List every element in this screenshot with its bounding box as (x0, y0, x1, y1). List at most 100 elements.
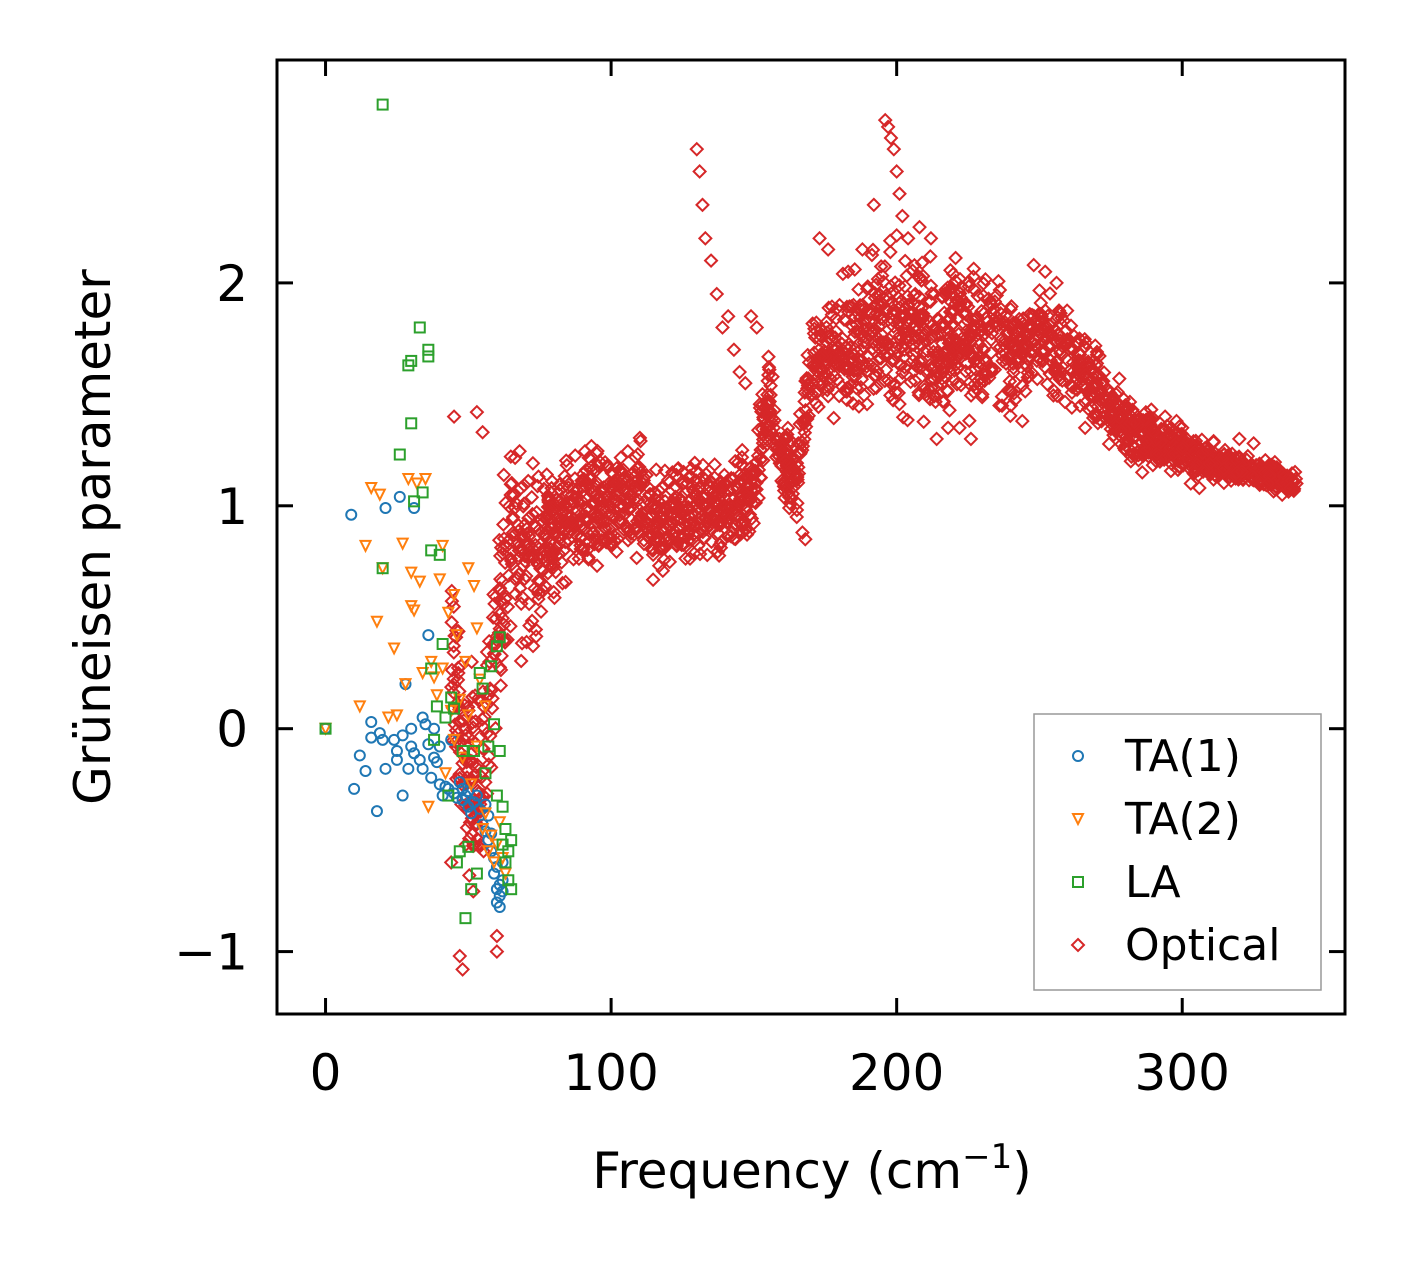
data-point (900, 412, 915, 428)
data-point (379, 502, 392, 515)
data-point (645, 542, 661, 558)
data-point (436, 662, 450, 676)
data-point (455, 962, 471, 977)
data-point (1054, 310, 1069, 326)
data-point (561, 532, 577, 548)
data-point (557, 468, 573, 484)
data-point (416, 711, 429, 724)
data-point (1018, 337, 1034, 353)
data-point (709, 286, 725, 302)
data-point (883, 278, 899, 294)
data-point (633, 433, 648, 449)
data-point (711, 482, 727, 497)
data-point (797, 531, 813, 547)
data-point (941, 312, 957, 327)
data-point (1072, 367, 1088, 383)
data-point (868, 380, 884, 396)
data-point (838, 339, 854, 354)
data-point (453, 693, 467, 707)
data-point (859, 396, 875, 412)
data-point (481, 845, 495, 859)
data-point (1071, 353, 1087, 369)
data-point (512, 580, 528, 596)
data-point (496, 467, 512, 483)
y-tick-label: 2 (216, 255, 248, 313)
data-point (680, 499, 696, 515)
data-point (636, 473, 652, 488)
data-point (536, 481, 552, 497)
data-point (1146, 424, 1162, 440)
data-point (929, 431, 945, 447)
data-point (699, 547, 715, 563)
data-point (674, 489, 690, 505)
data-point (587, 495, 603, 511)
data-point (952, 420, 967, 436)
data-point (800, 378, 816, 393)
data-point (795, 525, 810, 540)
data-point (376, 98, 389, 111)
data-point (624, 487, 640, 503)
data-point (654, 480, 670, 496)
data-point (418, 473, 433, 487)
data-point (688, 464, 704, 479)
data-point (566, 481, 581, 497)
data-point (902, 306, 918, 322)
data-point (408, 495, 421, 508)
x-tick-label: 200 (849, 1044, 944, 1102)
data-point (1156, 421, 1172, 436)
data-point (811, 399, 826, 415)
data-point (496, 800, 509, 813)
data-point (760, 398, 776, 413)
data-point (1102, 396, 1118, 411)
data-point (358, 539, 373, 554)
data-point (1000, 327, 1015, 342)
data-point (547, 517, 563, 533)
data-point (783, 476, 799, 491)
x-axis-title: Frequency (cm−1) (592, 1137, 1032, 1200)
data-point (439, 711, 452, 724)
data-point (981, 291, 996, 307)
data-point (524, 548, 540, 564)
data-point (682, 516, 698, 532)
data-point (1085, 410, 1101, 426)
x-axis-title-superscript: −1 (962, 1137, 1012, 1177)
data-point (851, 282, 866, 297)
data-point (558, 453, 574, 469)
data-point (502, 874, 515, 887)
data-point (781, 500, 797, 516)
data-point (753, 442, 769, 458)
data-point (1088, 405, 1104, 421)
data-point (402, 762, 415, 775)
data-point (398, 678, 413, 692)
data-point (1128, 428, 1143, 444)
data-point (413, 575, 427, 589)
data-point (1058, 336, 1074, 352)
data-point (715, 320, 730, 335)
data-point (973, 370, 989, 386)
data-point (528, 553, 544, 569)
data-point (1152, 451, 1168, 467)
data-point (870, 271, 886, 287)
data-point (867, 368, 883, 384)
data-point (755, 386, 770, 402)
data-point (629, 461, 645, 476)
data-point (393, 448, 406, 461)
data-point (359, 765, 372, 778)
data-point (1245, 468, 1261, 484)
data-point (446, 671, 462, 687)
data-point (594, 510, 610, 526)
data-point (464, 654, 480, 670)
data-point (505, 883, 518, 896)
data-point (557, 534, 573, 550)
data-point (525, 506, 540, 522)
data-point (889, 164, 905, 179)
data-point (441, 606, 455, 621)
data-point (456, 782, 469, 795)
data-point (761, 359, 777, 375)
data-point (1202, 467, 1218, 483)
data-point (972, 318, 988, 334)
data-point (405, 740, 418, 753)
data-point (1024, 320, 1040, 336)
data-point (1260, 476, 1276, 491)
